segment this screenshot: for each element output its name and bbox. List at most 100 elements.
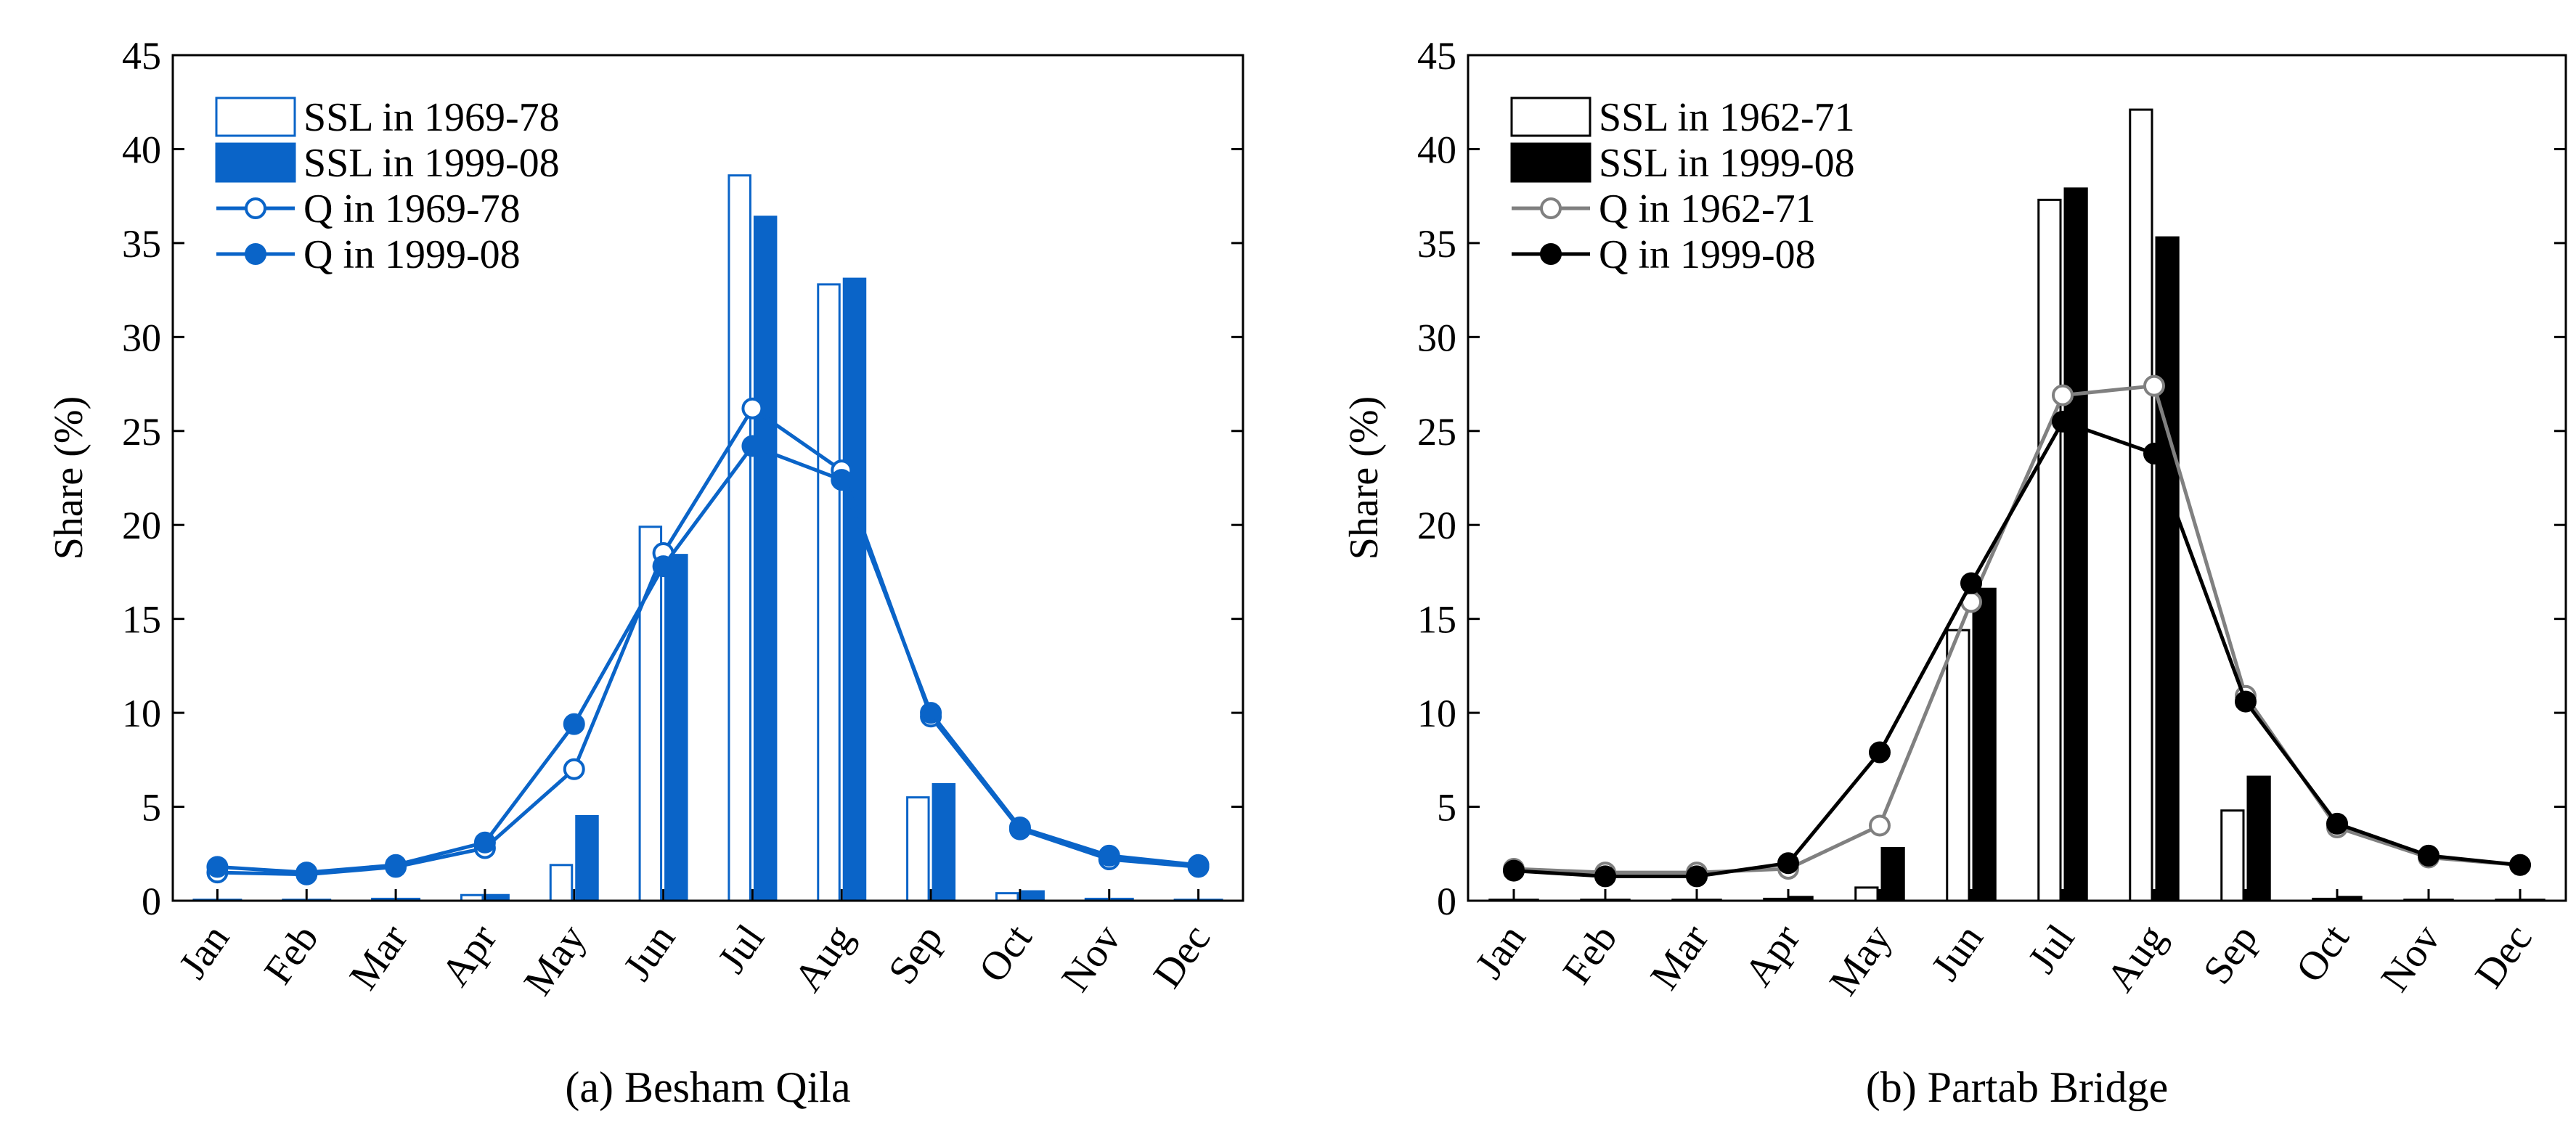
point-early <box>563 758 585 780</box>
point-recent <box>1098 844 1120 867</box>
plot-frame <box>1467 54 2567 902</box>
legend-label: SSL in 1999-08 <box>303 141 560 186</box>
panel-caption: (b) Partab Bridge <box>1866 1063 2169 1111</box>
y-tick-label: 20 <box>1417 504 1456 547</box>
bar-early <box>1946 629 1970 902</box>
bar-recent <box>2246 775 2271 902</box>
legend-item-ssl-early: SSL in 1962-71 <box>1510 95 1855 140</box>
legend-label: SSL in 1962-71 <box>1599 95 1855 140</box>
legend-marker <box>245 197 266 219</box>
point-early <box>2143 375 2165 397</box>
legend-swatch <box>1510 142 1591 183</box>
y-tick-label: 45 <box>1417 34 1456 78</box>
legend-item-q-early: Q in 1962-71 <box>1512 187 1816 232</box>
legend-marker <box>245 243 266 265</box>
y-tick-label: 25 <box>1417 410 1456 454</box>
legend-item-ssl-recent: SSL in 1999-08 <box>1510 141 1855 186</box>
point-recent <box>2235 690 2257 713</box>
panel-caption: (a) Besham Qila <box>565 1063 850 1111</box>
y-tick-label: 30 <box>122 316 161 359</box>
bar-recent <box>2063 187 2088 902</box>
point-early <box>741 397 764 420</box>
y-tick-label: 20 <box>122 504 161 547</box>
point-recent <box>1594 865 1616 888</box>
point-recent <box>2052 410 2074 433</box>
y-axis-ticks: 0 5 10 15 20 25 30 35 40 45 <box>122 34 1243 923</box>
line-recent <box>1513 419 2521 878</box>
bar-recent <box>842 277 867 902</box>
point-recent <box>206 856 229 878</box>
point-recent <box>473 831 496 854</box>
point-recent <box>2509 854 2531 876</box>
point-early <box>2052 384 2074 406</box>
bar-early <box>2129 108 2153 902</box>
bar-recent <box>753 216 778 902</box>
y-tick-label: 10 <box>1417 692 1456 735</box>
legend: SSL in 1962-71 SSL in 1999-08 Q in 1962-… <box>1510 95 1855 277</box>
point-recent <box>563 713 585 735</box>
bar-early <box>2220 809 2245 902</box>
bar-early <box>2037 198 2062 902</box>
legend-item-q-recent: Q in 1999-08 <box>1512 232 1816 277</box>
point-recent <box>1008 817 1031 839</box>
legend-swatch <box>1510 97 1591 137</box>
bar-early <box>817 283 841 902</box>
y-axis-label: Share (%) <box>46 396 91 560</box>
bar-recent <box>2155 236 2180 902</box>
bar-recent <box>1972 587 1997 902</box>
legend-item-q-early: Q in 1969-78 <box>216 187 521 232</box>
point-early <box>1869 814 1891 837</box>
y-axis-label-text: Share (%) <box>46 396 91 560</box>
bar-recent <box>664 554 688 902</box>
legend-swatch <box>215 97 296 137</box>
line-early <box>1513 383 2521 875</box>
point-recent <box>2143 442 2165 465</box>
bar-early <box>727 174 751 902</box>
point-recent <box>920 702 942 724</box>
point-recent <box>2418 844 2440 867</box>
y-tick-label: 40 <box>1417 128 1456 171</box>
bar-recent <box>1021 890 1045 902</box>
legend-label: Q in 1962-71 <box>1599 187 1816 232</box>
y-tick-label: 35 <box>1417 222 1456 266</box>
y-tick-label: 5 <box>1437 786 1456 830</box>
y-tick-label: 15 <box>1417 598 1456 642</box>
line-series <box>206 397 1210 885</box>
y-tick-label: 25 <box>122 410 161 454</box>
y-tick-label: 0 <box>1437 880 1456 923</box>
legend-label: Q in 1999-08 <box>1599 232 1816 277</box>
point-recent <box>2326 812 2348 835</box>
bar-early <box>995 892 1019 902</box>
point-recent <box>1869 741 1891 764</box>
bar-recent <box>932 782 956 902</box>
legend-label: Q in 1969-78 <box>303 187 521 232</box>
point-recent <box>1960 572 1982 594</box>
bar-recent <box>1880 847 1905 902</box>
legend-line-symbol <box>1512 243 1590 265</box>
legend-swatch <box>215 142 296 183</box>
point-recent <box>652 555 674 578</box>
y-tick-label: 45 <box>122 34 161 78</box>
point-recent <box>1503 859 1525 882</box>
line-series <box>1503 375 2531 888</box>
legend-line-symbol <box>216 243 295 265</box>
bar-early <box>1854 886 1879 902</box>
bar-early <box>906 796 930 902</box>
y-tick-label: 5 <box>142 786 161 830</box>
point-recent <box>295 862 318 884</box>
y-tick-label: 35 <box>122 222 161 266</box>
y-axis-label-text: Share (%) <box>1342 396 1387 560</box>
legend-label: Q in 1999-08 <box>303 232 521 277</box>
legend-line-symbol <box>1512 197 1590 219</box>
legend-item-ssl-recent: SSL in 1999-08 <box>215 141 560 186</box>
bar-recent <box>575 815 599 902</box>
legend-marker <box>1540 197 1562 219</box>
line-recent <box>217 443 1199 875</box>
y-tick-label: 10 <box>122 692 161 735</box>
point-recent <box>385 854 407 876</box>
legend: SSL in 1969-78 SSL in 1999-08 Q in 1969-… <box>215 95 560 277</box>
point-recent <box>1686 865 1708 888</box>
plot-frame <box>171 54 1244 902</box>
